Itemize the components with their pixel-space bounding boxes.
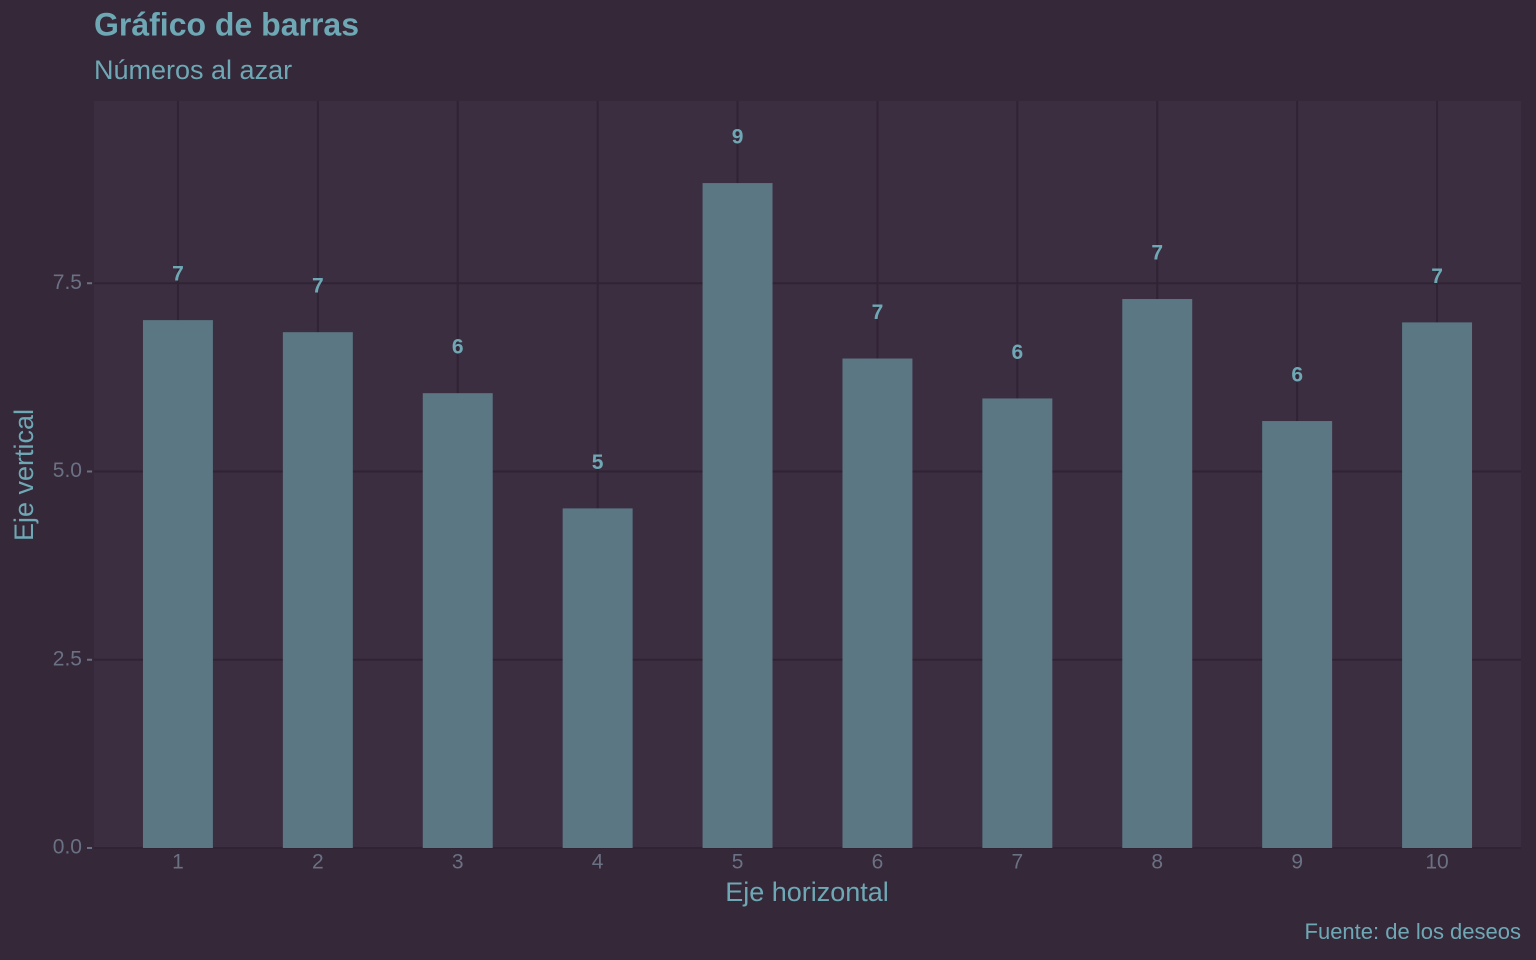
caption: Fuente: de los deseos <box>1305 919 1521 944</box>
data-label: 7 <box>312 275 324 298</box>
y-tick-label: 0.0 <box>53 836 82 859</box>
x-tick-label: 8 <box>1151 851 1163 874</box>
x-tick-label: 6 <box>872 851 884 874</box>
bar <box>842 358 913 848</box>
x-tick-label: 1 <box>172 851 184 874</box>
bar <box>562 508 633 848</box>
x-tick-label: 4 <box>592 851 604 874</box>
bar <box>422 393 493 848</box>
bar <box>1262 421 1333 848</box>
bar <box>702 183 773 848</box>
x-tick-label: 7 <box>1012 851 1024 874</box>
data-label: 7 <box>1431 265 1443 288</box>
data-label: 7 <box>872 301 884 324</box>
x-tick-label: 5 <box>732 851 744 874</box>
data-label: 7 <box>172 263 184 286</box>
y-tick-label: 7.5 <box>53 271 82 294</box>
data-label: 6 <box>1012 341 1024 364</box>
bar <box>282 332 353 848</box>
data-label: 6 <box>452 336 464 359</box>
chart-subtitle: Números al azar <box>94 55 292 85</box>
chart-title: Gráfico de barras <box>94 6 359 42</box>
y-axis-title: Eje vertical <box>9 409 39 541</box>
bar <box>142 320 213 849</box>
data-label: 6 <box>1291 364 1303 387</box>
x-axis-title: Eje horizontal <box>725 877 889 907</box>
x-tick-label: 2 <box>312 851 324 874</box>
data-label: 5 <box>592 451 604 474</box>
data-label: 7 <box>1151 242 1163 265</box>
bar <box>1122 299 1193 848</box>
bar <box>1402 322 1473 848</box>
x-tick-label: 9 <box>1291 851 1303 874</box>
y-tick-label: 5.0 <box>53 459 82 482</box>
x-tick-label: 10 <box>1425 851 1448 874</box>
data-label: 9 <box>732 126 744 149</box>
bar <box>982 398 1053 848</box>
x-tick-label: 3 <box>452 851 464 874</box>
y-tick-label: 2.5 <box>53 647 82 670</box>
